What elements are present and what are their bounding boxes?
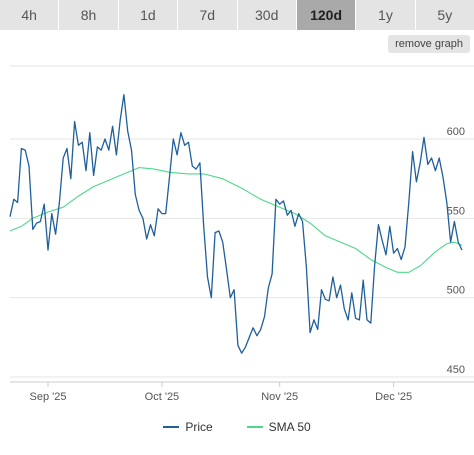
price-line [9, 93, 463, 354]
tab-5y[interactable]: 5y [437, 7, 453, 23]
sma50-line [9, 167, 463, 273]
tab-7d[interactable]: 7d [178, 0, 238, 30]
tab-30d[interactable]: 30d [238, 0, 297, 30]
x-tick-label-3: Dec '25 [375, 391, 412, 403]
legend: Price SMA 50 [0, 420, 474, 434]
price-chart: 450 500 550 600 Sep '25 Oct '25 Nov '25 Dec '2… [9, 65, 474, 403]
y-tick-label-450: 450 [447, 364, 465, 376]
y-tick-label-500: 500 [447, 285, 465, 297]
tab-1y[interactable]: 1y [356, 0, 416, 30]
tab-120d[interactable]: 120d [296, 0, 357, 30]
legend-label-sma50: SMA 50 [268, 420, 311, 434]
legend-swatch-sma50 [246, 426, 263, 428]
x-axis-ticks: Sep '25 Oct '25 Nov '25 Dec '25 [29, 382, 412, 403]
legend-label-price: Price [185, 420, 213, 434]
legend-item-sma50[interactable]: SMA 50 [246, 420, 311, 434]
remove-graph-button[interactable]: remove graph [388, 35, 470, 53]
grid-lines [10, 65, 474, 383]
tab-4h[interactable]: 4h [0, 0, 60, 30]
x-tick-label-0: Sep '25 [29, 391, 66, 403]
time-range-tabs: 4h 8h 1d 7d 30d 120d 1y 5y [0, 0, 474, 30]
tab-8h[interactable]: 8h [59, 0, 119, 30]
x-tick-label-1: Oct '25 [145, 391, 180, 403]
y-axis-ticks: 450 500 550 600 [447, 126, 465, 376]
legend-item-price[interactable]: Price [163, 420, 213, 434]
y-tick-label-550: 550 [447, 205, 465, 217]
legend-swatch-price [163, 426, 180, 428]
y-tick-label-600: 600 [447, 126, 465, 138]
x-tick-label-2: Nov '25 [261, 391, 298, 403]
tab-1d[interactable]: 1d [119, 0, 179, 30]
series-lines [9, 93, 463, 354]
